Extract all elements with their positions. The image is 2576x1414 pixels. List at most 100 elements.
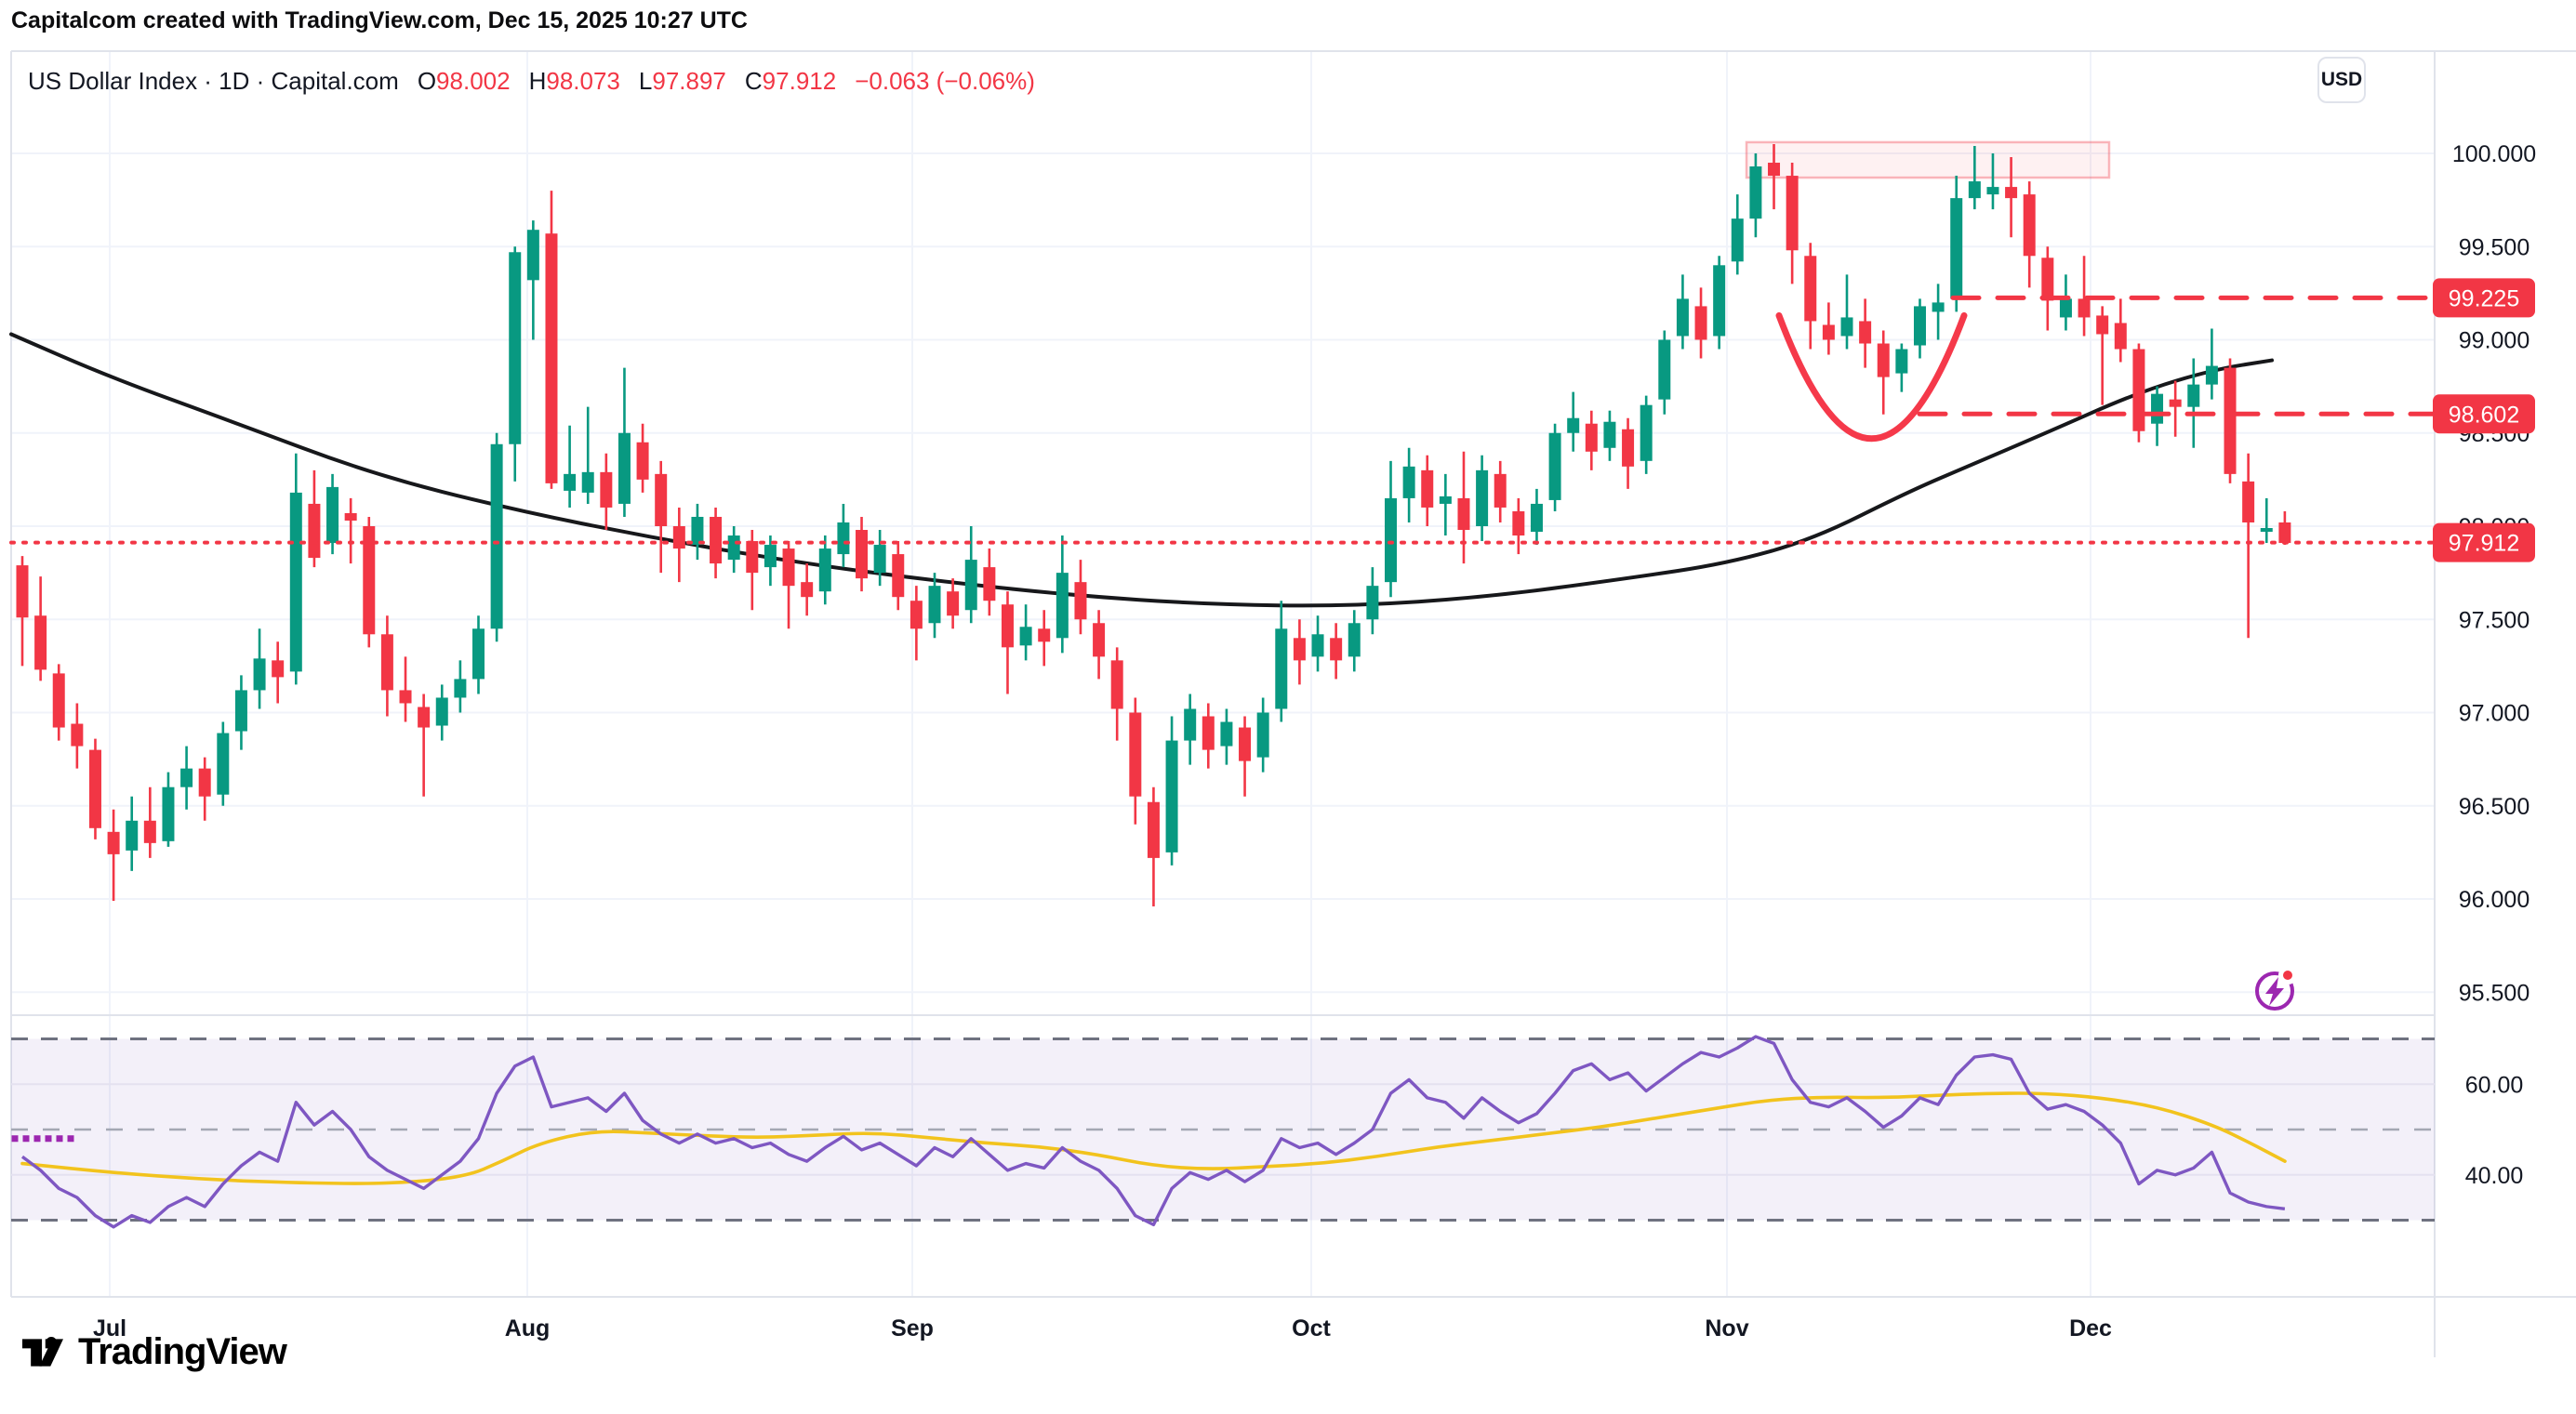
candle-body [399,690,412,704]
candle-body [1056,573,1069,639]
tradingview-logo[interactable]: TradingView [20,1331,287,1373]
candle-body [107,831,120,854]
symbol-legend[interactable]: US Dollar Index · 1D · Capital.com O98.0… [28,67,1035,96]
candle-body [272,660,285,678]
candle-body [2169,399,2182,407]
candle-body [217,733,230,795]
price-tick-label: 95.500 [2459,980,2530,1006]
legend-low: L97.897 [638,67,726,95]
rsi-warmup-dot [22,1135,30,1143]
candle-body [1567,417,1580,433]
cup-pattern-drawing[interactable] [1775,311,1968,443]
price-tick-label: 96.500 [2459,794,2530,820]
candle-body [2114,323,2127,350]
candle-body [764,545,777,568]
candle-body [1768,163,1781,177]
candle-body [1859,321,1872,344]
candle-body [1658,339,1671,400]
candle-body [71,723,84,747]
candle-body [947,591,960,616]
candle-body [1147,801,1160,858]
candle-body [873,545,886,574]
candle-body [435,697,448,726]
candle-body [1804,256,1817,322]
legend-open: O98.002 [417,67,511,95]
candle-body [581,471,594,493]
time-tick-label: Dec [2069,1315,2112,1341]
candle-body [526,230,539,281]
candle-body [910,601,923,629]
rsi-warmup-dot [11,1135,19,1143]
candle-body [1293,638,1306,661]
candle-body [472,628,485,680]
candle-body [234,690,247,732]
candle-body [983,567,996,601]
resistance-zone[interactable] [1745,140,2111,179]
candle-body [1184,708,1197,741]
candle-body [856,530,869,579]
candle-body [1895,349,1908,374]
candle-body [1676,298,1689,337]
candle-body [1548,432,1561,500]
flash-icon[interactable] [2255,966,2297,1011]
candle-body [1275,628,1288,709]
rsi-warmup-dot [45,1135,52,1143]
candle-body [636,442,649,480]
time-tick-label: Sep [891,1315,934,1341]
candle-body [655,473,668,526]
candle-body [2059,298,2072,318]
candle-body [1220,721,1233,747]
candle-body [52,673,65,728]
candle-body [1385,497,1397,583]
legend-close: C97.912 [744,67,837,95]
legend-high: H98.073 [528,67,620,95]
symbol-title: US Dollar Index · 1D · Capital.com [28,67,399,95]
price-tick-label: 96.000 [2459,887,2530,913]
rsi-warmup-dot [67,1135,74,1143]
candle-body [818,548,831,592]
sma-line [9,332,2274,608]
candle-body [2187,384,2200,407]
candle-body [2278,522,2291,544]
candle-body [289,492,302,672]
candle-body [1913,306,1926,346]
candle-body [1457,497,1470,531]
candle-body [253,658,266,691]
candle-body [1311,634,1324,657]
candle-body [1348,623,1361,657]
rsi-tick-label: 60.00 [2465,1072,2524,1098]
candle-body [545,233,558,483]
candle-body [801,582,814,598]
candle-body [2151,393,2164,424]
candle-body [1585,423,1598,452]
rsi-ma-line [20,1091,2287,1185]
candle-body [1256,712,1269,758]
candle-body [1202,716,1215,750]
candle-body [1530,503,1543,533]
candle-body [198,768,211,797]
price-label-badge [2433,522,2535,562]
price-tick-label: 97.000 [2459,701,2530,727]
candle-body [2041,258,2054,301]
legend-change: −0.063 (−0.06%) [855,67,1035,95]
candle-body [1950,198,1963,299]
candle-body [1001,604,1014,648]
candle-body [2242,481,2255,522]
candle-body [672,526,685,549]
candle-body [1749,166,1762,219]
candle-body [1512,510,1525,536]
candle-body [1822,324,1835,340]
candle-body [162,786,175,841]
candle-body [691,516,704,546]
candle-body [34,615,47,670]
candle-body [180,768,193,787]
candle-body [380,634,393,691]
candle-body [308,503,321,559]
price-tick-label: 97.500 [2459,607,2530,633]
currency-chip[interactable]: USD [2317,57,2366,103]
candle-body [418,707,431,728]
candle-body [490,443,503,629]
time-tick-label: Nov [1705,1315,1748,1341]
time-tick-label: Oct [1292,1315,1331,1341]
